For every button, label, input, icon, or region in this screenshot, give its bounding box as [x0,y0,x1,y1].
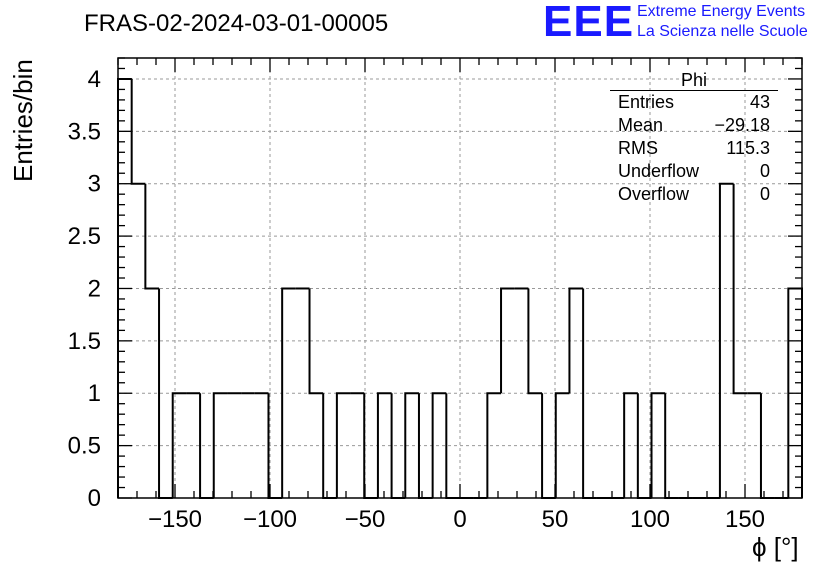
x-axis-label: ϕ [°] [752,532,799,562]
x-tick-label: 150 [725,506,765,533]
histogram-bin [431,392,447,498]
stats-label: Overflow [618,184,690,204]
histogram-bin [623,392,638,498]
histogram-bin [554,392,570,498]
histogram-bin [376,392,392,498]
stats-value: 43 [749,92,770,112]
stats-label: Mean [618,115,664,135]
stats-label: RMS [618,138,658,158]
histogram-bin [500,287,515,394]
histogram-bin [718,182,734,498]
logo-line-2: La Scienza nelle Scuole [637,23,808,40]
y-tick-label: 1.5 [68,328,101,355]
stats-value: 0 [759,161,770,181]
y-tick-label: 4 [88,66,101,93]
histogram-bin [281,287,296,498]
stats-row-overflow: Overflow 0 [610,183,778,206]
stats-row-entries: Entries 43 [610,91,778,114]
stats-value: 0 [759,184,770,204]
y-tick-label: 3 [88,171,101,198]
y-tick-label: 3.5 [68,118,101,145]
histogram-bin [308,288,324,395]
x-tick-label: −150 [148,506,202,533]
stats-row-underflow: Underflow 0 [610,160,778,183]
histogram-bin [732,183,748,395]
stats-value: 115.3 [726,138,770,158]
histogram-bin [390,393,406,499]
x-tick-label: 100 [630,506,670,533]
y-tick-label: 0.5 [68,433,101,460]
stats-box: Phi Entries 43 Mean −29.18 RMS 115.3 Und… [610,70,778,206]
stats-value: −29.18 [714,115,770,135]
stats-label: Entries [618,92,675,112]
x-tick-label: −100 [243,506,297,533]
y-tick-label: 0 [88,485,101,512]
stats-row-mean: Mean −29.18 [610,114,778,137]
x-tick-label: −50 [345,506,386,533]
chart-title: FRAS-02-2024-03-01-00005 [84,10,389,37]
histogram-bin [636,393,652,499]
histogram-bin [404,392,419,498]
logo-caption: Extreme Energy Events La Scienza nelle S… [637,2,808,42]
histogram-bin [171,392,187,498]
x-tick-label: 0 [453,506,466,533]
y-tick-label: 1 [88,380,101,407]
histogram-bin [335,392,351,498]
histogram-bin [568,287,584,394]
y-tick-label: 2.5 [68,223,101,250]
histogram-bin [144,183,160,290]
y-axis-label: Entries/bin [8,59,38,182]
stats-row-rms: RMS 115.3 [610,137,778,160]
histogram-bin [212,392,228,498]
eee-logo: EEE [543,0,635,46]
tick-labels: −150 −100 −50 0 50 100 150 0 0.5 1 1.5 2 2.5 3 3.5 4 [68,66,765,533]
logo-line-1: Extreme Energy Events [637,3,806,20]
y-tick-label: 2 [88,275,101,302]
stats-label: Underflow [618,161,700,181]
histogram-bin [486,392,502,498]
histogram-bin [527,288,543,395]
stats-title: Phi [610,70,778,91]
histogram-bin [650,392,666,498]
axis-ticks [117,57,803,499]
x-tick-label: 50 [542,506,569,533]
